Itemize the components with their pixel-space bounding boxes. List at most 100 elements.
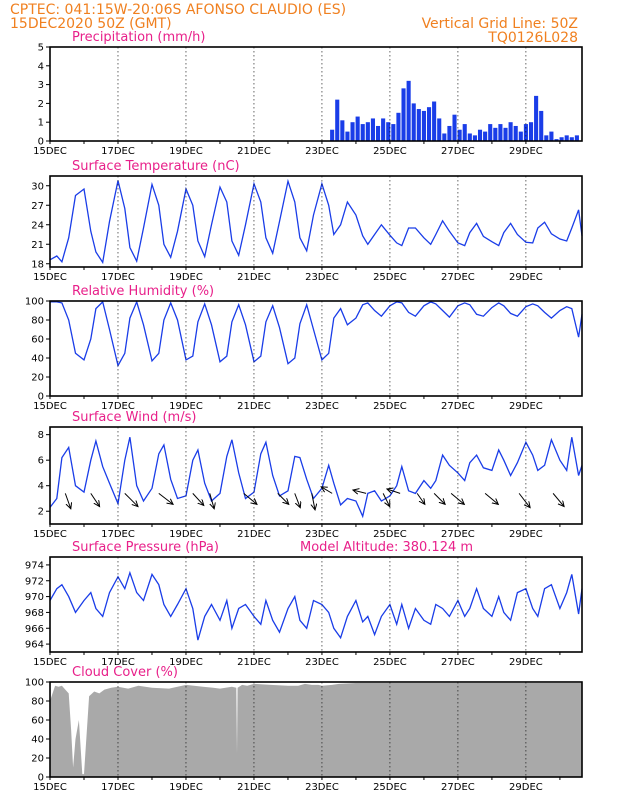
y-tick-label: 60 (31, 716, 44, 727)
wind-arrow (124, 493, 138, 506)
y-tick-label: 972 (25, 576, 44, 587)
x-tick-label: 15DEC (33, 657, 67, 668)
y-tick-label: 18 (31, 259, 44, 270)
x-tick-label: 15DEC (33, 782, 67, 793)
precip-bar (381, 118, 386, 141)
wind-arrow (243, 492, 257, 504)
precip-bar (462, 124, 467, 141)
x-tick-label: 25DEC (373, 782, 407, 793)
y-tick-label: 0 (38, 137, 44, 148)
y-tick-label: 20 (31, 373, 44, 384)
x-tick-label: 19DEC (169, 146, 203, 157)
y-tick-label: 40 (31, 735, 44, 746)
precip-bar (330, 129, 335, 141)
precip-bar (472, 135, 477, 141)
precip-bar (528, 122, 534, 141)
x-tick-label: 21DEC (237, 401, 271, 412)
x-tick-label: 29DEC (509, 146, 543, 157)
x-tick-label: 27DEC (441, 272, 475, 283)
y-tick-label: 40 (31, 354, 44, 365)
y-tick-label: 0 (38, 773, 44, 784)
x-tick-label: 27DEC (441, 782, 475, 793)
precip-bar (426, 107, 432, 141)
panel-temp: Surface Temperature (nC) 18 21 24 27 30 15DEC 1… (31, 159, 583, 283)
precip-bar (365, 122, 370, 141)
panel-frame (49, 681, 583, 778)
precip-bar (350, 122, 355, 141)
panel-title: Relative Humidity (%) (72, 284, 214, 299)
x-tick-label: 25DEC (373, 272, 407, 283)
x-tick-label: 17DEC (101, 657, 135, 668)
x-tick-label: 27DEC (441, 529, 475, 540)
x-tick-label: 27DEC (441, 146, 475, 157)
y-tick-label: 4 (38, 481, 44, 492)
precip-bar (421, 110, 426, 141)
cloud-area (50, 683, 582, 777)
panel-rh: Relative Humidity (%) 0 20 40 60 80 100 15DEC 17… (25, 284, 583, 412)
precip-bar (554, 139, 559, 141)
precip-bar (432, 101, 437, 141)
wind-arrow (321, 487, 333, 494)
x-tick-label: 21DEC (237, 657, 271, 668)
precip-bar (396, 112, 401, 141)
panel-pres: Surface Pressure (hPa) Model Altitude: 38… (25, 540, 583, 668)
precip-bar (544, 135, 549, 141)
precip-bar (452, 114, 457, 141)
wind-arrow (552, 493, 564, 506)
x-tick-label: 19DEC (169, 272, 203, 283)
header: CPTEC: 041:15W-20:06S AFONSO CLAUDIO (ES… (10, 2, 578, 46)
x-tick-label: 23DEC (305, 272, 339, 283)
precip-bar (416, 109, 421, 141)
panel-cloud: Cloud Cover (%) 0 20 40 60 80 100 15DEC 17DEC 19D… (25, 665, 583, 793)
panel-note: Model Altitude: 380.124 m (300, 540, 473, 555)
temp-line (49, 178, 583, 265)
precip-bar (401, 88, 406, 141)
precip-bar (375, 125, 381, 141)
precip-bar (355, 116, 360, 141)
wind-arrow (277, 493, 289, 504)
y-tick-label: 970 (25, 592, 44, 603)
precip-bar (442, 133, 447, 141)
header-station: CPTEC: 041:15W-20:06S AFONSO CLAUDIO (ES… (10, 2, 346, 18)
precip-bar (447, 125, 452, 141)
y-tick-label: 20 (31, 754, 44, 765)
wind-arrow (64, 493, 71, 508)
y-tick-label: 21 (31, 240, 44, 251)
x-tick-label: 15DEC (33, 529, 67, 540)
x-tick-label: 17DEC (101, 272, 135, 283)
wind-arrow (382, 493, 390, 506)
x-tick-label: 19DEC (169, 782, 203, 793)
precip-bar (335, 99, 340, 141)
wind-arrow (312, 493, 315, 510)
x-tick-label: 21DEC (237, 146, 271, 157)
y-tick-label: 5 (38, 43, 44, 54)
x-tick-label: 17DEC (101, 529, 135, 540)
pres-line (49, 570, 583, 641)
y-tick-label: 2 (38, 507, 44, 518)
precip-bar (518, 131, 523, 141)
wind-line (49, 437, 583, 519)
y-tick-label: 24 (31, 220, 44, 231)
y-tick-label: 6 (38, 456, 44, 467)
panel-wind: Surface Wind (m/s) 2 4 6 8 15DEC 17DEC 19DEC 21D… (33, 410, 583, 540)
x-tick-label: 17DEC (101, 146, 135, 157)
precip-bar (386, 122, 391, 141)
wind-arrow (353, 490, 367, 493)
wind-arrow (416, 493, 425, 504)
y-tick-label: 100 (25, 678, 44, 689)
x-tick-label: 19DEC (169, 401, 203, 412)
x-tick-label: 23DEC (305, 529, 339, 540)
wind-arrow (210, 493, 214, 508)
x-tick-label: 25DEC (373, 146, 407, 157)
y-tick-label: 100 (25, 297, 44, 308)
rh-line (50, 299, 583, 368)
y-tick-label: 8 (38, 430, 44, 441)
precip-bar (574, 135, 579, 141)
x-tick-label: 15DEC (33, 146, 67, 157)
panel-title: Surface Temperature (nC) (72, 159, 240, 174)
wind-arrow (90, 493, 100, 506)
precip-bar (539, 110, 544, 141)
x-tick-label: 27DEC (441, 657, 475, 668)
wind-arrow (192, 493, 204, 505)
